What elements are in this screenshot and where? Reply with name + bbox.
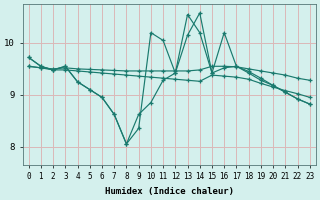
X-axis label: Humidex (Indice chaleur): Humidex (Indice chaleur) — [105, 187, 234, 196]
